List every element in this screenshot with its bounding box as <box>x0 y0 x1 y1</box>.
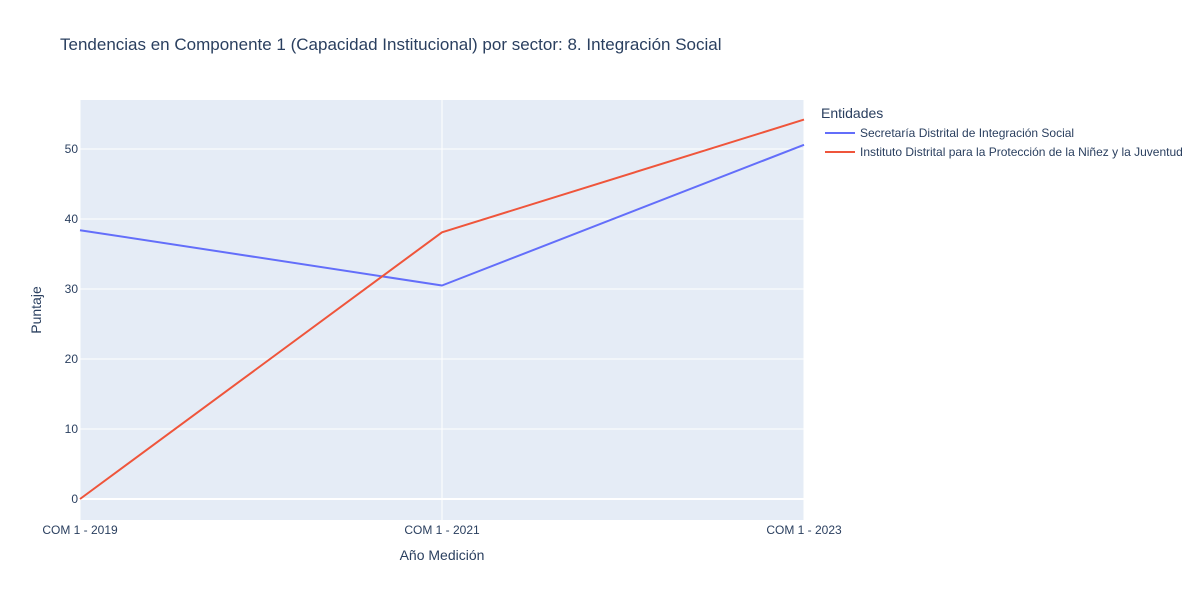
legend-label: Instituto Distrital para la Protección d… <box>860 145 1183 159</box>
x-axis-ticks: COM 1 - 2019 COM 1 - 2021 COM 1 - 2023 <box>42 523 842 537</box>
legend-label: Secretaría Distrital de Integración Soci… <box>860 126 1074 140</box>
y-tick-label: 0 <box>71 492 78 506</box>
series-lines <box>79 118 805 500</box>
y-tick-label: 40 <box>65 212 79 226</box>
legend-title: Entidades <box>821 105 883 121</box>
y-tick-label: 10 <box>65 422 79 436</box>
y-axis-ticks: 0 10 20 30 40 50 <box>65 142 79 506</box>
y-tick-label: 30 <box>65 282 79 296</box>
x-gridlines <box>79 100 805 520</box>
series-line-2 <box>79 118 805 500</box>
x-tick-label: COM 1 - 2021 <box>404 523 480 537</box>
series-line-1 <box>79 143 805 287</box>
legend: Entidades Secretaría Distrital de Integr… <box>821 105 1183 159</box>
legend-item-1[interactable]: Secretaría Distrital de Integración Soci… <box>825 126 1074 140</box>
x-tick-label: COM 1 - 2023 <box>766 523 842 537</box>
x-axis-title: Año Medición <box>400 547 485 563</box>
y-tick-label: 50 <box>65 142 79 156</box>
legend-item-2[interactable]: Instituto Distrital para la Protección d… <box>825 145 1183 159</box>
y-axis-title: Puntaje <box>28 286 44 334</box>
x-tick-label: COM 1 - 2019 <box>42 523 118 537</box>
chart-title: Tendencias en Componente 1 (Capacidad In… <box>60 35 722 54</box>
y-tick-label: 20 <box>65 352 79 366</box>
